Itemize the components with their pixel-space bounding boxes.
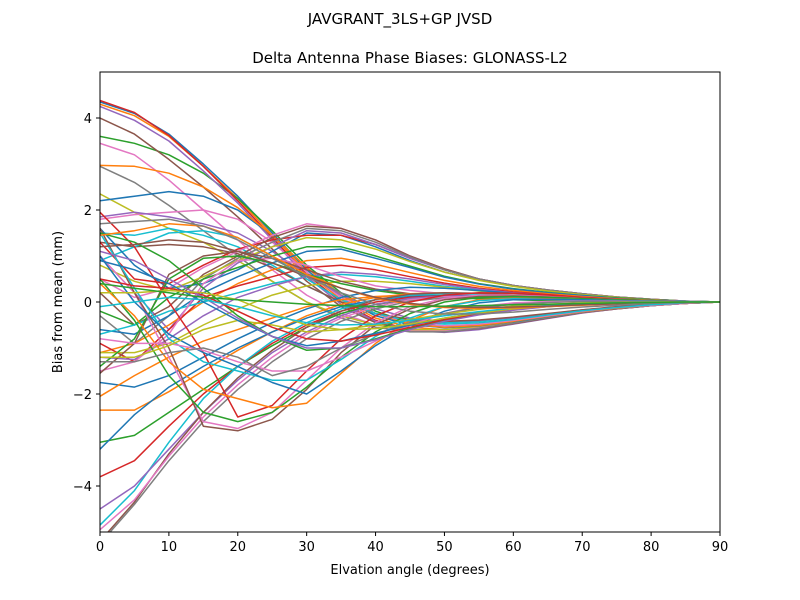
x-tick-label: 70	[574, 540, 591, 555]
chart-title: Delta Antenna Phase Biases: GLONASS-L2	[252, 49, 568, 67]
x-axis-label: Elvation angle (degrees)	[330, 563, 489, 578]
y-tick-label: 2	[84, 204, 92, 219]
series-line-s53	[100, 300, 720, 377]
series-line-s16	[100, 229, 720, 325]
chart-suptitle: JAVGRANT_3LS+GP JVSD	[307, 10, 493, 29]
x-tick-label: 20	[230, 540, 247, 555]
y-axis-label: Bias from mean (mm)	[51, 231, 66, 373]
x-axis: 0 10 20 30 40 50 60 70 80 90	[96, 532, 728, 555]
y-tick-label: −4	[73, 480, 92, 495]
x-tick-label: 90	[712, 540, 729, 555]
x-tick-label: 10	[161, 540, 178, 555]
x-tick-label: 0	[96, 540, 104, 555]
y-tick-label: 0	[84, 296, 92, 311]
x-tick-label: 60	[505, 540, 522, 555]
series-line-s62	[100, 239, 720, 309]
y-tick-label: −2	[73, 388, 92, 403]
x-tick-label: 40	[367, 540, 384, 555]
series-layer	[100, 99, 720, 532]
series-line-s63	[100, 218, 720, 315]
series-line-s64	[100, 282, 720, 308]
series-line-s48	[100, 278, 720, 423]
x-tick-label: 50	[436, 540, 453, 555]
x-tick-label: 80	[643, 540, 660, 555]
x-tick-label: 30	[298, 540, 315, 555]
y-tick-label: 4	[84, 112, 92, 127]
y-axis: −4 −2 0 2 4	[73, 112, 100, 495]
